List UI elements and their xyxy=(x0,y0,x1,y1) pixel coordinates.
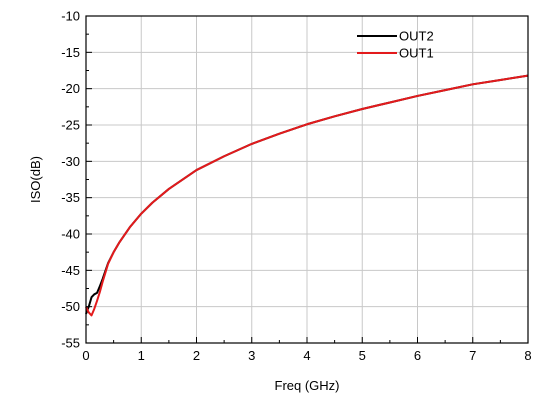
y-tick-label: -10 xyxy=(61,9,80,24)
legend-label-out2: OUT2 xyxy=(399,29,434,44)
x-tick-label: 7 xyxy=(469,348,476,363)
x-tick-label: 5 xyxy=(359,348,366,363)
y-tick-label: -25 xyxy=(61,118,80,133)
y-tick-label: -45 xyxy=(61,263,80,278)
grid xyxy=(86,16,528,343)
tick-labels: 0 1 2 3 4 5 6 7 8 -10 -15 -20 -25 -30 -35 -40 -45 -50 -55 xyxy=(61,9,531,364)
y-tick-label: -30 xyxy=(61,154,80,169)
legend-label-out1: OUT1 xyxy=(399,46,434,61)
y-tick-label: -40 xyxy=(61,227,80,242)
x-tick-label: 3 xyxy=(248,348,255,363)
y-tick-label: -20 xyxy=(61,81,80,96)
y-tick-label: -35 xyxy=(61,190,80,205)
y-tick-label: -50 xyxy=(61,299,80,314)
x-tick-label: 4 xyxy=(303,348,310,363)
y-tick-label: -15 xyxy=(61,45,80,60)
x-axis-title: Freq (GHz) xyxy=(275,378,340,393)
x-tick-label: 0 xyxy=(82,348,89,363)
x-tick-label: 2 xyxy=(193,348,200,363)
y-tick-label: -55 xyxy=(61,336,80,351)
ticks xyxy=(85,15,529,344)
x-tick-label: 8 xyxy=(524,348,531,363)
legend: OUT2 OUT1 xyxy=(357,29,434,61)
series-line-out1 xyxy=(85,74,529,317)
y-axis-title: ISO(dB) xyxy=(28,156,43,203)
x-tick-label: 1 xyxy=(138,348,145,363)
x-tick-label: 6 xyxy=(414,348,421,363)
series-layer xyxy=(85,74,529,317)
